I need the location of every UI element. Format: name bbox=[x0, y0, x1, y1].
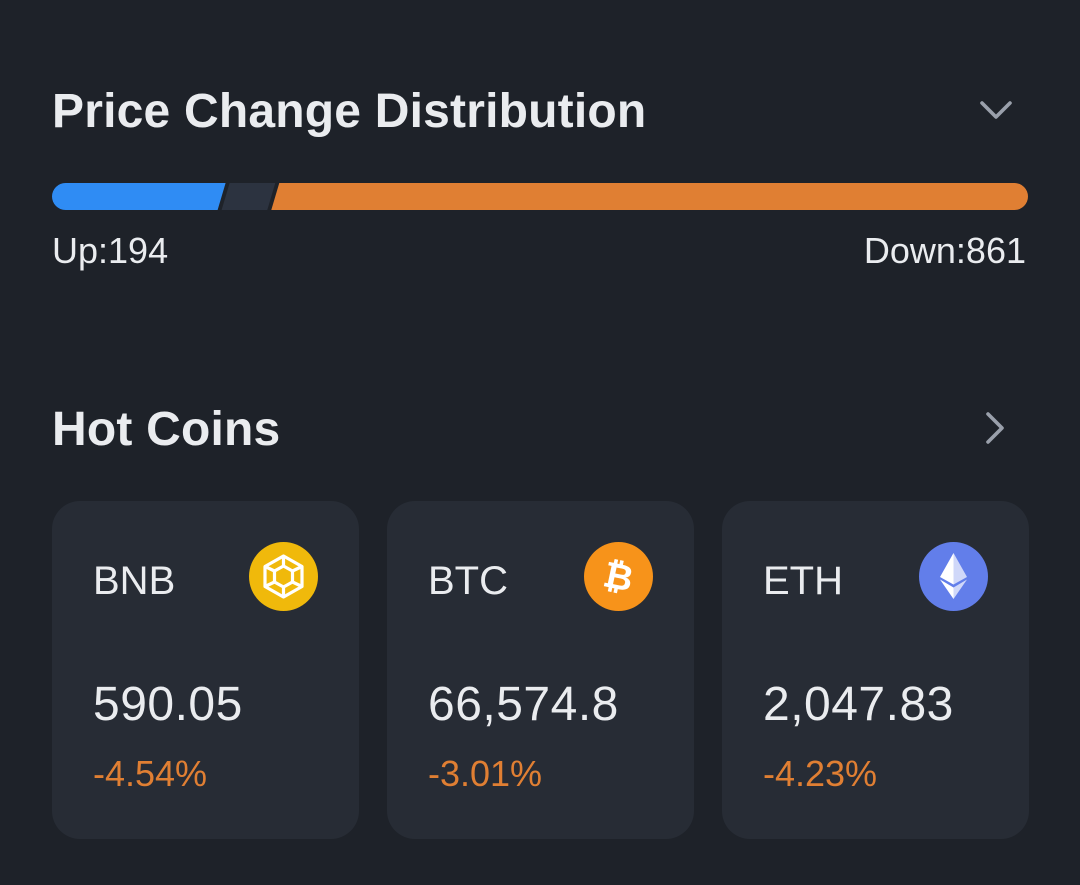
coin-symbol: BTC bbox=[428, 559, 508, 603]
coin-change: -4.23% bbox=[763, 753, 878, 794]
coin-change: -4.54% bbox=[93, 753, 208, 794]
price-distribution-bar bbox=[52, 183, 1028, 210]
coin-price: 590.05 bbox=[93, 678, 243, 731]
unchanged-segment bbox=[221, 183, 276, 210]
eth-logo-icon bbox=[919, 542, 988, 611]
coin-price: 2,047.83 bbox=[763, 678, 954, 731]
hot-coins-title: Hot Coins bbox=[52, 403, 281, 456]
distribution-toggle-button[interactable] bbox=[972, 86, 1020, 134]
coin-card-bnb[interactable]: BNB 590.05 -4.54% bbox=[52, 501, 359, 839]
price-distribution-title: Price Change Distribution bbox=[52, 85, 647, 138]
coin-symbol: BNB bbox=[93, 559, 176, 603]
coin-symbol: ETH bbox=[763, 559, 843, 603]
hot-coins-more-button[interactable] bbox=[970, 404, 1018, 452]
down-count-label: Down:861 bbox=[863, 230, 1026, 271]
btc-logo-icon: ₿ bbox=[584, 542, 653, 611]
down-segment bbox=[271, 183, 1028, 210]
coin-card-btc[interactable]: BTC ₿ 66,574.8 -3.01% bbox=[387, 501, 694, 839]
up-count-label: Up:194 bbox=[52, 230, 169, 271]
chevron-down-icon bbox=[980, 101, 1012, 119]
coin-price: 66,574.8 bbox=[428, 678, 619, 731]
coin-card-eth[interactable]: ETH 2,047.83 -4.23% bbox=[722, 501, 1029, 839]
chevron-right-icon bbox=[986, 412, 1004, 444]
hot-coins-list: BNB 590.05 -4.54% BTC ₿ 66,574.8 bbox=[52, 501, 1029, 839]
coin-change: -3.01% bbox=[428, 753, 543, 794]
up-segment bbox=[52, 183, 226, 210]
bnb-logo-icon bbox=[249, 542, 318, 611]
